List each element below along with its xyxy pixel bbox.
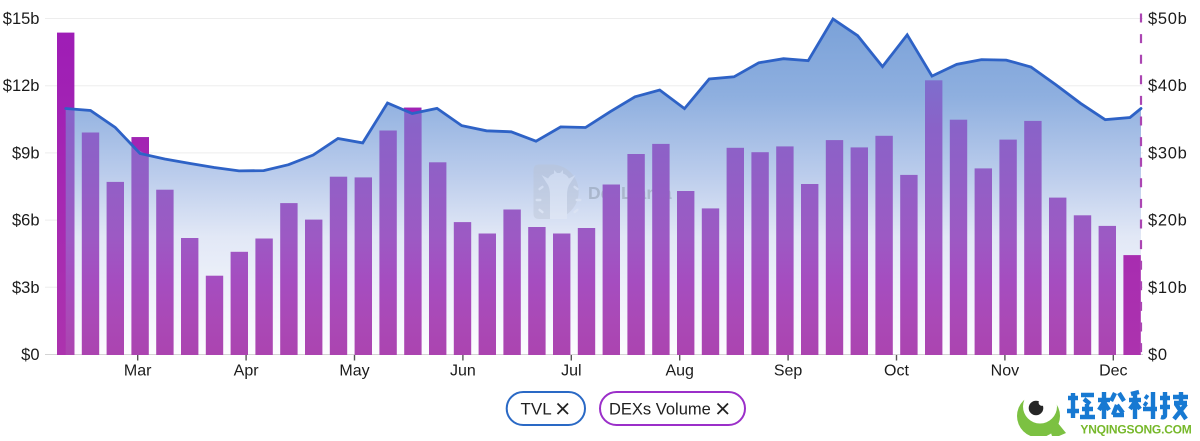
svg-text:$6b: $6b — [12, 212, 40, 230]
svg-text:Nov: Nov — [991, 363, 1019, 380]
svg-text:$20b: $20b — [1148, 212, 1188, 230]
svg-text:Sep: Sep — [774, 363, 803, 380]
svg-text:$40b: $40b — [1148, 77, 1188, 95]
svg-text:$0: $0 — [21, 346, 39, 364]
svg-text:Mar: Mar — [124, 363, 152, 380]
svg-text:$3b: $3b — [12, 279, 40, 297]
svg-text:YNQINGSONG.COM: YNQINGSONG.COM — [1080, 423, 1191, 437]
svg-text:$15b: $15b — [3, 10, 40, 28]
svg-text:$12b: $12b — [3, 77, 40, 95]
svg-text:$9b: $9b — [12, 144, 40, 162]
svg-text:Aug: Aug — [665, 363, 693, 380]
svg-text:Oct: Oct — [884, 363, 909, 380]
svg-text:$50b: $50b — [1148, 10, 1188, 28]
svg-text:May: May — [339, 363, 369, 380]
svg-text:TVL: TVL — [521, 400, 552, 419]
svg-text:Jun: Jun — [450, 363, 476, 380]
svg-text:$30b: $30b — [1148, 144, 1188, 162]
svg-text:DEXs Volume: DEXs Volume — [609, 401, 711, 419]
svg-text:$10b: $10b — [1148, 279, 1188, 297]
svg-text:Dec: Dec — [1099, 363, 1127, 380]
svg-text:$0: $0 — [1148, 346, 1168, 364]
svg-text:Jul: Jul — [561, 363, 581, 380]
svg-text:Apr: Apr — [234, 363, 260, 380]
